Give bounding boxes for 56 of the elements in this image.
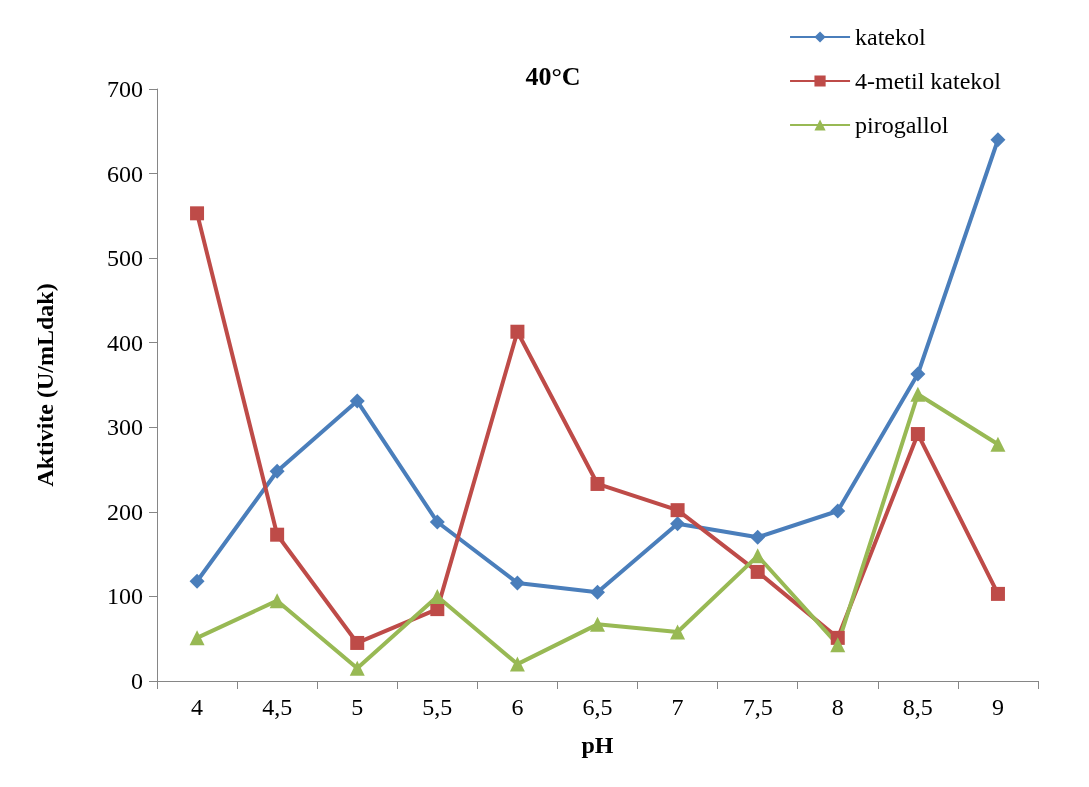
point — [349, 393, 365, 409]
y-tick-label: 200 — [107, 498, 143, 525]
x-tick-label: 5 — [351, 694, 364, 720]
x-tick-label: 6,5 — [582, 694, 613, 720]
y-tick-label: 300 — [107, 414, 143, 441]
point — [590, 476, 605, 491]
point — [910, 386, 926, 402]
x-tick-label: 4 — [191, 694, 204, 720]
point — [990, 132, 1006, 148]
point — [349, 660, 365, 676]
y-tick-label: 500 — [107, 245, 143, 272]
legend-label: pirogallol — [855, 112, 949, 138]
point — [830, 637, 846, 653]
chart-title: 40°C — [525, 61, 581, 91]
y-axis-title: Aktivite (U/mLdak) — [32, 283, 58, 487]
x-tick-label: 6 — [511, 694, 524, 720]
point — [269, 593, 285, 609]
point — [670, 516, 686, 532]
point — [910, 366, 926, 382]
legend-label: 4-metil katekol — [855, 68, 1002, 94]
y-tick-label: 0 — [131, 668, 143, 694]
point — [509, 656, 525, 672]
point — [590, 584, 605, 600]
point — [429, 514, 445, 530]
y-tick-label: 400 — [107, 329, 143, 356]
x-tick-label: 5,5 — [422, 694, 453, 720]
point — [590, 616, 605, 632]
legend-label: katekol — [855, 24, 927, 50]
x-tick-label: 9 — [991, 694, 1004, 720]
y-tick-label: 100 — [107, 583, 143, 610]
point — [350, 635, 365, 650]
x-tick-label: 7 — [671, 694, 684, 720]
point — [910, 427, 925, 442]
x-tick-label: 8,5 — [902, 694, 933, 720]
point — [269, 463, 285, 479]
point — [429, 588, 445, 604]
point — [670, 503, 685, 518]
x-tick-label: 7,5 — [742, 694, 773, 720]
point — [190, 206, 205, 221]
point — [270, 527, 285, 542]
point — [509, 575, 525, 591]
point — [750, 564, 765, 579]
y-tick-label: 700 — [107, 76, 143, 102]
y-tick-label: 600 — [107, 160, 143, 187]
x-axis-title: pH — [581, 732, 614, 758]
point — [830, 503, 846, 519]
point — [990, 436, 1006, 452]
point — [990, 586, 1005, 601]
point — [189, 573, 205, 589]
x-tick-label: 4,5 — [262, 694, 293, 720]
point — [189, 630, 205, 646]
point — [670, 624, 686, 640]
point — [510, 324, 525, 339]
point — [750, 548, 766, 564]
point — [750, 529, 766, 545]
x-tick-label: 8 — [831, 694, 844, 720]
